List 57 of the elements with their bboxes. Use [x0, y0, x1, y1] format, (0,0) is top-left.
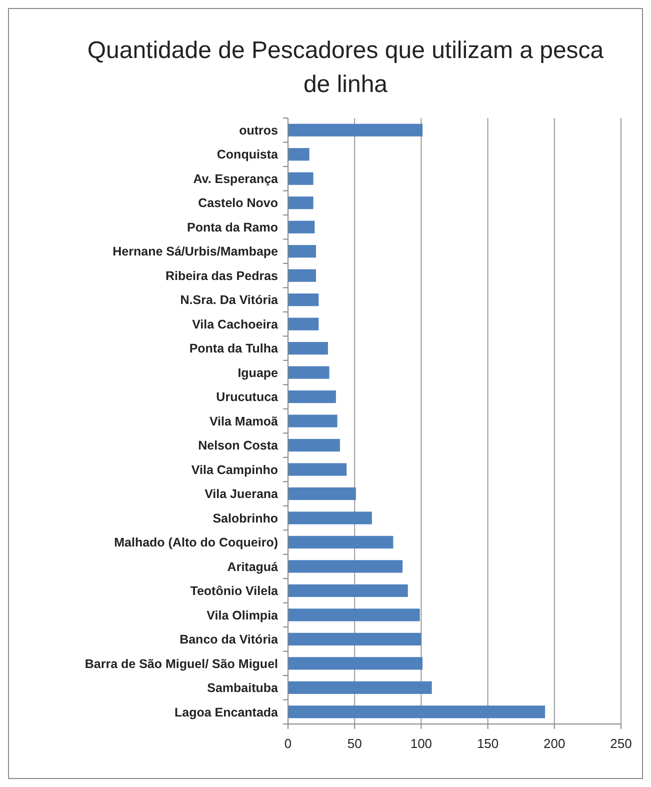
bar [288, 342, 328, 355]
bar [288, 438, 340, 452]
bar [288, 706, 546, 718]
bar [288, 536, 394, 549]
y-tick-label: Malhado (Alto do Coqueiro) [114, 536, 278, 550]
y-tick-label: Banco da Vitória [180, 632, 280, 647]
y-tick-label: Vila Olimpia [206, 608, 280, 622]
bar [288, 269, 316, 282]
bar [288, 414, 338, 428]
bar [288, 608, 420, 622]
bar [288, 681, 432, 694]
bar [288, 172, 314, 185]
bar [288, 632, 422, 646]
y-tick-label: Vila Cachoeira [192, 317, 280, 332]
y-tick-label: Vila Juerana [204, 487, 280, 502]
bar [288, 657, 423, 670]
y-tick-label: outros [239, 123, 278, 138]
bar [288, 318, 319, 330]
y-tick-label: Hernane Sá/Urbis/Mambape [112, 244, 278, 259]
x-tick-label: 150 [476, 736, 499, 751]
x-tick-label: 0 [284, 736, 292, 751]
bar [288, 148, 310, 161]
y-tick-label: Ribeira das Pedras [165, 268, 278, 283]
x-tick-label: 250 [610, 736, 632, 751]
y-tick-label: Conquista [216, 148, 280, 162]
y-tick-label: Barra de São Miguel/ São Miguel [84, 656, 278, 671]
y-tick-label: Lagoa Encantada [174, 705, 280, 720]
y-tick-label: Vila Campinho [191, 462, 278, 477]
y-tick-label: Sambaituba [207, 681, 280, 696]
x-tick-label: 100 [410, 736, 432, 751]
bar [288, 560, 403, 573]
y-tick-label: Ponta da Tulha [189, 342, 280, 356]
bar [288, 220, 315, 234]
bar [288, 390, 336, 404]
bar [288, 124, 423, 136]
bar [288, 294, 319, 306]
y-tick-label: Iguape [238, 366, 278, 380]
y-tick-label: Ponta da Ramo [187, 220, 278, 234]
y-tick-label: Aritaguá [227, 560, 278, 574]
y-tick-label: Urucutuca [216, 390, 280, 404]
y-tick-label: Av. Esperança [193, 172, 280, 186]
y-tick-label: N.Sra. Da Vitória [180, 293, 280, 308]
x-tick-label: 200 [544, 736, 566, 751]
y-tick-label: Vila Mamoã [209, 414, 278, 428]
y-tick-label: Salobrinho [212, 511, 278, 526]
y-tick-label: Castelo Novo [198, 196, 278, 210]
bar [288, 366, 330, 379]
y-tick-label: Nelson Costa [198, 438, 280, 453]
chart-title: Quantidade de Pescadores que utilizam a pesca de linha [87, 37, 604, 98]
y-tick-label: Teotônio Vilela [190, 584, 280, 598]
x-tick-label: 50 [347, 736, 362, 751]
bar [288, 245, 316, 258]
bar [288, 584, 408, 597]
bar [288, 196, 314, 210]
bar [288, 463, 347, 476]
bar [288, 512, 372, 524]
bar [288, 487, 356, 500]
